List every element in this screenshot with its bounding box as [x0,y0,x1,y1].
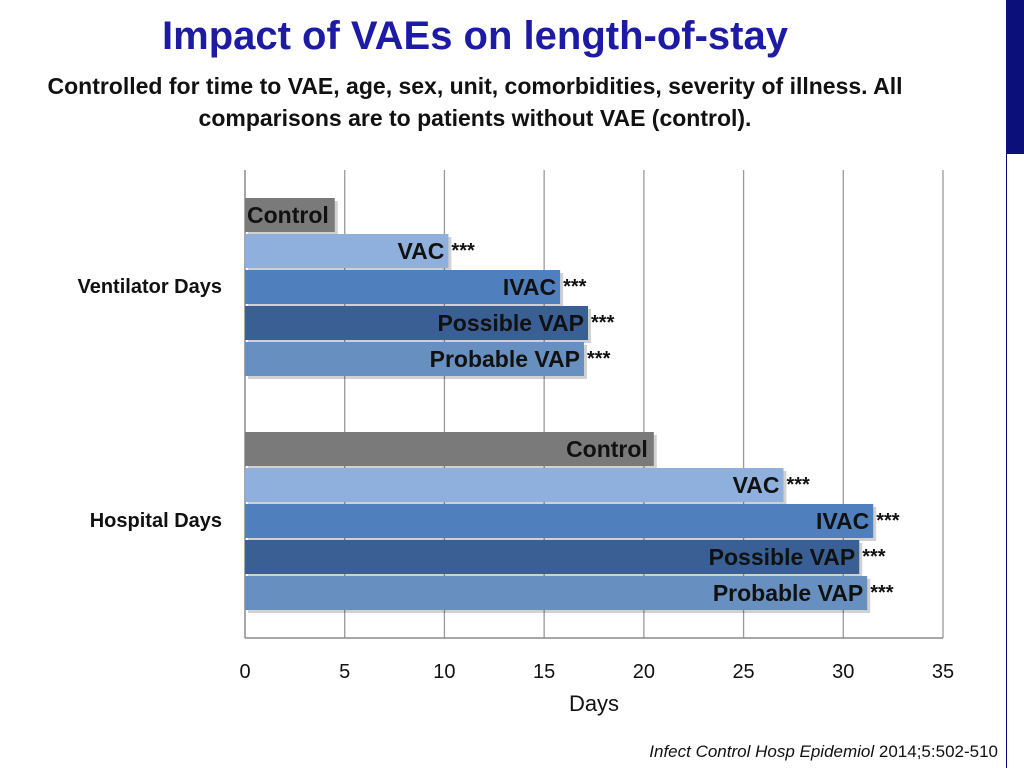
page-title: Impact of VAEs on length-of-stay [162,14,788,58]
bar-label: Possible VAP [709,544,856,570]
accent-line [1006,154,1007,768]
bar-label: Possible VAP [437,310,584,336]
x-axis-title: Days [569,691,619,716]
bar-label: IVAC [816,508,869,534]
category-label: Ventilator Days [77,276,222,298]
bar [245,576,868,610]
category-label: Hospital Days [90,510,222,532]
citation: Infect Control Hosp Epidemiol 2014;5:502… [649,742,998,762]
x-tick-label: 25 [732,661,754,683]
bar-label: IVAC [503,274,556,300]
bar [245,270,561,304]
bar [245,306,589,340]
accent-bar [1006,0,1024,154]
x-tick-label: 20 [633,661,655,683]
bar [245,504,874,538]
citation-ref: 2014;5:502-510 [878,742,998,761]
bar [245,432,654,466]
x-tick-label: 0 [239,661,250,683]
bar-label: Probable VAP [713,580,863,606]
page-subtitle: Controlled for time to VAE, age, sex, un… [47,73,903,131]
bar [245,342,585,376]
x-tick-label: 5 [339,661,350,683]
x-tick-label: 10 [433,661,455,683]
significance-label: *** [451,240,475,262]
bar-label: Control [247,202,329,228]
significance-label: *** [862,546,886,568]
bar-label: Probable VAP [430,346,580,372]
bar [245,198,335,232]
bar-label: VAC [398,238,445,264]
significance-label: *** [870,582,894,604]
x-tick-label: 15 [533,661,555,683]
bar [245,540,860,574]
bar [245,234,449,268]
significance-label: *** [786,474,810,496]
bar [245,468,784,502]
x-tick-label: 35 [932,661,954,683]
significance-label: *** [591,312,615,334]
significance-label: *** [563,276,587,298]
bar-label: VAC [733,472,780,498]
significance-label: *** [876,510,900,532]
significance-label: *** [587,348,611,370]
x-tick-label: 30 [832,661,854,683]
bar-label: Control [566,436,648,462]
citation-journal: Infect Control Hosp Epidemiol [649,742,875,761]
